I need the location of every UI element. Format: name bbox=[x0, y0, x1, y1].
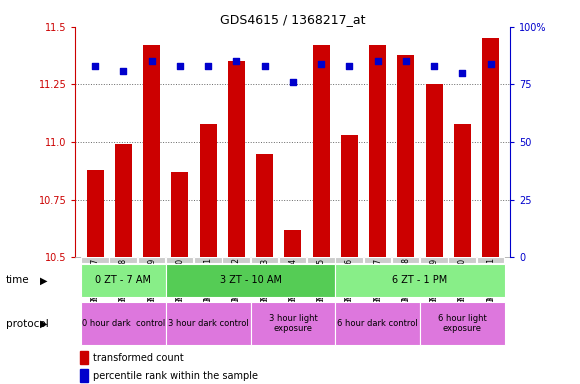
FancyBboxPatch shape bbox=[364, 257, 391, 263]
Text: ▶: ▶ bbox=[40, 318, 47, 329]
Text: GSM724210: GSM724210 bbox=[175, 257, 184, 304]
Point bbox=[401, 58, 411, 65]
Bar bbox=[80, 369, 88, 382]
Point bbox=[345, 63, 354, 69]
Text: 3 hour dark control: 3 hour dark control bbox=[168, 319, 249, 328]
FancyBboxPatch shape bbox=[420, 257, 448, 263]
Text: percentile rank within the sample: percentile rank within the sample bbox=[93, 371, 258, 381]
Text: GSM724212: GSM724212 bbox=[232, 257, 241, 303]
Text: ▶: ▶ bbox=[40, 275, 47, 285]
Bar bbox=[313, 45, 329, 257]
Text: transformed count: transformed count bbox=[93, 353, 183, 363]
Text: 3 ZT - 10 AM: 3 ZT - 10 AM bbox=[219, 275, 281, 285]
FancyBboxPatch shape bbox=[477, 257, 504, 263]
Title: GDS4615 / 1368217_at: GDS4615 / 1368217_at bbox=[220, 13, 365, 26]
Text: time: time bbox=[6, 275, 30, 285]
Bar bbox=[115, 144, 132, 257]
Text: GSM724213: GSM724213 bbox=[260, 257, 269, 304]
Text: GSM724216: GSM724216 bbox=[345, 257, 354, 304]
Text: GSM724214: GSM724214 bbox=[288, 257, 298, 304]
Text: protocol: protocol bbox=[6, 318, 49, 329]
Point bbox=[232, 58, 241, 65]
Point bbox=[90, 63, 100, 69]
Text: 6 hour dark control: 6 hour dark control bbox=[337, 319, 418, 328]
FancyBboxPatch shape bbox=[251, 302, 335, 345]
FancyBboxPatch shape bbox=[307, 257, 335, 263]
Bar bbox=[172, 172, 188, 257]
FancyBboxPatch shape bbox=[194, 257, 222, 263]
Bar bbox=[143, 45, 160, 257]
FancyBboxPatch shape bbox=[166, 302, 251, 345]
Bar bbox=[256, 154, 273, 257]
FancyBboxPatch shape bbox=[109, 257, 137, 263]
Text: GSM724211: GSM724211 bbox=[204, 257, 213, 303]
Text: GSM724219: GSM724219 bbox=[430, 257, 438, 304]
Bar bbox=[341, 135, 358, 257]
Point bbox=[147, 58, 156, 65]
Text: 0 hour dark  control: 0 hour dark control bbox=[82, 319, 165, 328]
Point bbox=[288, 79, 298, 85]
Bar bbox=[228, 61, 245, 257]
Point bbox=[486, 61, 495, 67]
FancyBboxPatch shape bbox=[81, 302, 166, 345]
FancyBboxPatch shape bbox=[166, 257, 194, 263]
Bar bbox=[397, 55, 414, 257]
Bar bbox=[86, 170, 104, 257]
FancyBboxPatch shape bbox=[279, 257, 306, 263]
Text: GSM724207: GSM724207 bbox=[90, 257, 100, 304]
Text: 3 hour light
exposure: 3 hour light exposure bbox=[269, 314, 317, 333]
Point bbox=[204, 63, 213, 69]
Point bbox=[458, 70, 467, 76]
Text: GSM724217: GSM724217 bbox=[373, 257, 382, 304]
Point bbox=[317, 61, 326, 67]
FancyBboxPatch shape bbox=[166, 264, 335, 297]
Bar bbox=[426, 84, 443, 257]
FancyBboxPatch shape bbox=[448, 257, 476, 263]
Point bbox=[260, 63, 269, 69]
Text: GSM724221: GSM724221 bbox=[486, 257, 495, 303]
Bar bbox=[454, 124, 471, 257]
FancyBboxPatch shape bbox=[81, 257, 108, 263]
Text: GSM724215: GSM724215 bbox=[317, 257, 325, 304]
FancyBboxPatch shape bbox=[335, 302, 420, 345]
FancyBboxPatch shape bbox=[335, 257, 363, 263]
Point bbox=[373, 58, 382, 65]
Text: GSM724209: GSM724209 bbox=[147, 257, 156, 304]
Text: 6 ZT - 1 PM: 6 ZT - 1 PM bbox=[393, 275, 448, 285]
FancyBboxPatch shape bbox=[251, 257, 278, 263]
Point bbox=[430, 63, 439, 69]
Bar bbox=[482, 38, 499, 257]
Text: GSM724208: GSM724208 bbox=[119, 257, 128, 304]
FancyBboxPatch shape bbox=[420, 302, 505, 345]
FancyBboxPatch shape bbox=[392, 257, 419, 263]
FancyBboxPatch shape bbox=[137, 257, 165, 263]
FancyBboxPatch shape bbox=[81, 264, 166, 297]
Text: 6 hour light
exposure: 6 hour light exposure bbox=[438, 314, 487, 333]
Point bbox=[119, 68, 128, 74]
Point bbox=[175, 63, 184, 69]
Bar bbox=[80, 351, 88, 364]
Text: GSM724218: GSM724218 bbox=[401, 257, 411, 303]
Bar bbox=[369, 45, 386, 257]
Bar bbox=[284, 230, 302, 257]
Bar bbox=[200, 124, 217, 257]
Text: 0 ZT - 7 AM: 0 ZT - 7 AM bbox=[96, 275, 151, 285]
FancyBboxPatch shape bbox=[335, 264, 505, 297]
FancyBboxPatch shape bbox=[222, 257, 250, 263]
Text: GSM724220: GSM724220 bbox=[458, 257, 467, 304]
